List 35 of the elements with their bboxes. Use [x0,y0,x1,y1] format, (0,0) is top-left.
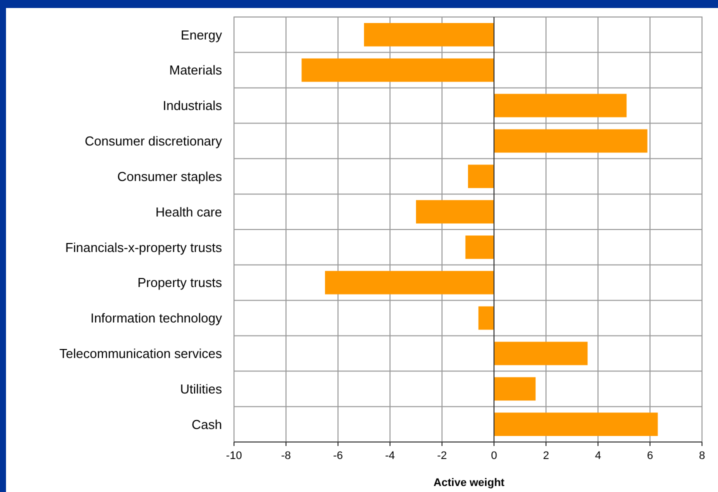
bar [494,377,536,401]
bar [494,412,658,436]
x-tick-label: 2 [542,450,550,462]
y-tick-label: Consumer discretionary [84,134,222,149]
bar [302,58,494,82]
y-tick-label: Information technology [90,310,222,326]
y-tick-label: Industrials [162,98,222,114]
bar [325,270,494,294]
y-tick-label: Materials [169,62,222,78]
x-tick-label: -10 [226,450,242,462]
y-tick-label: Health care [156,204,222,220]
bar [468,164,494,188]
x-tick-label: 6 [646,450,654,462]
bar [478,306,494,330]
y-tick-label: Property trusts [137,275,222,290]
x-tick-label: -8 [281,450,291,462]
bar [416,200,494,224]
y-tick-label: Energy [180,27,222,42]
y-tick-label: Cash [192,416,222,432]
y-tick-label: Telecommunication services [59,346,222,362]
bar [465,236,494,259]
bar [494,129,648,153]
bar [364,23,494,46]
x-tick-label: -6 [333,450,343,462]
y-tick-label: Financials-x-property trusts [65,240,222,255]
bar [494,94,627,118]
bar [494,342,588,366]
y-tick-label: Utilities [180,381,222,396]
x-tick-label: 4 [594,450,602,462]
x-tick-label: -4 [385,450,395,462]
x-tick-label: 0 [490,450,498,462]
x-axis-title: Active weight [434,477,505,489]
y-tick-label: Consumer staples [117,168,222,184]
x-tick-label: -2 [437,450,447,462]
x-tick-label: 8 [698,450,706,462]
